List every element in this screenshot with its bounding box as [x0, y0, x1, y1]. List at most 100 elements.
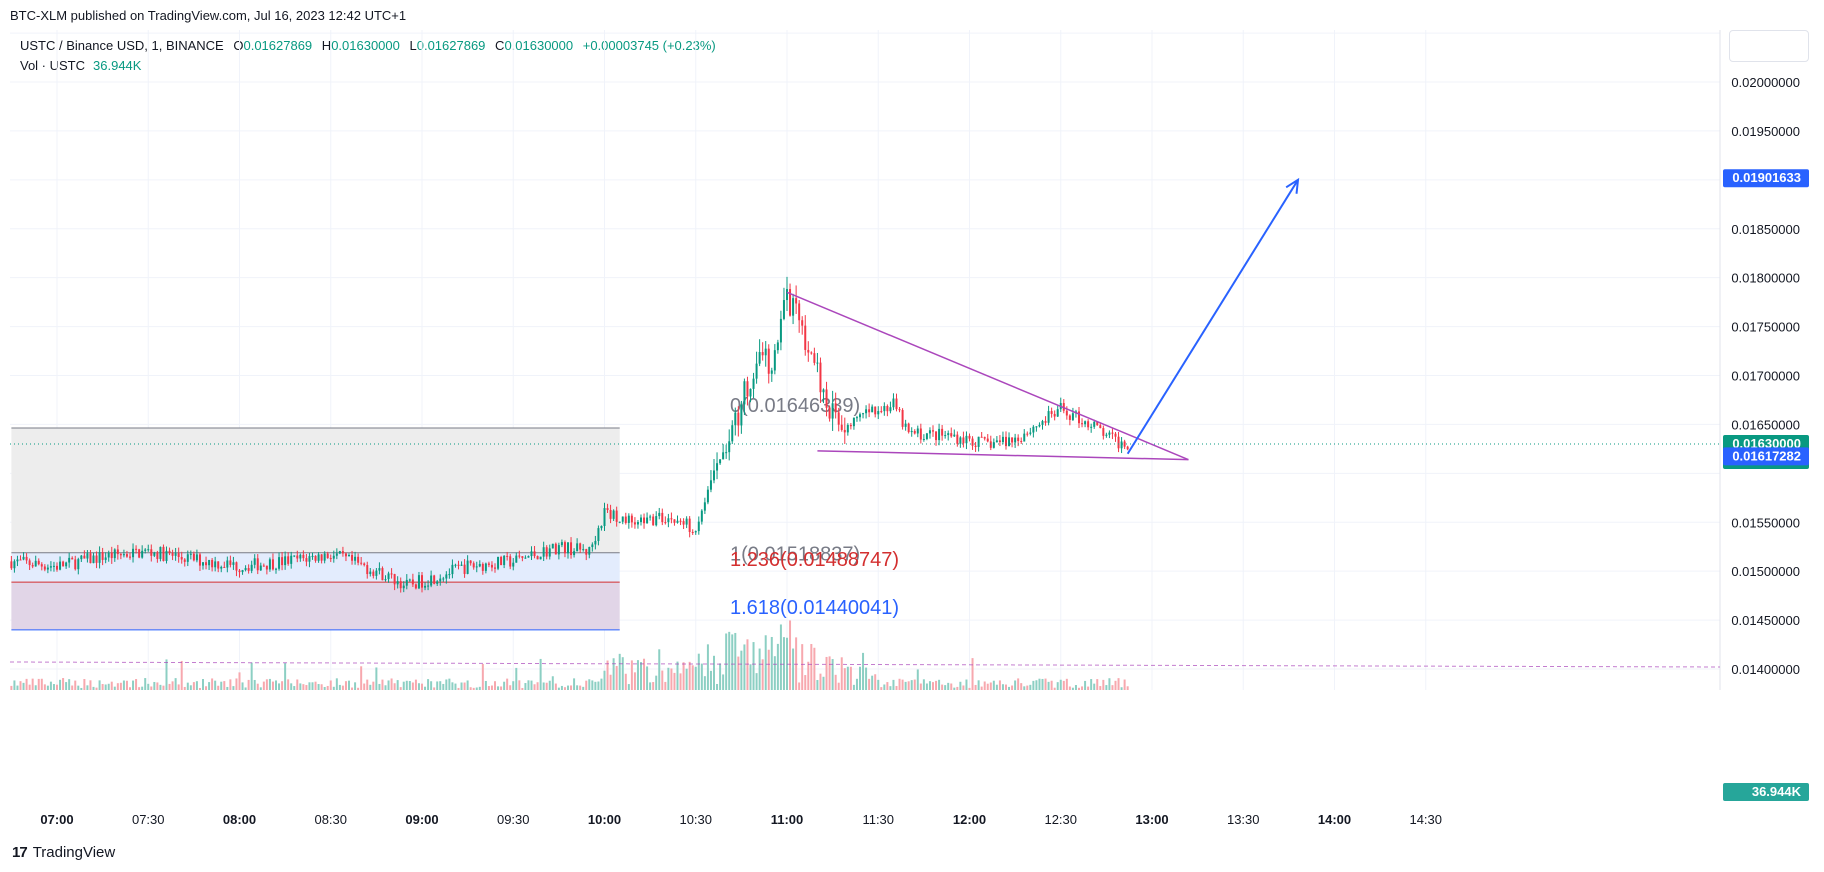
candle	[460, 564, 463, 566]
candle	[938, 428, 941, 441]
candle	[247, 568, 250, 571]
candle	[1008, 437, 1011, 447]
volume-bar	[229, 679, 232, 690]
volume-bar	[673, 672, 676, 690]
volume-bar	[281, 681, 284, 690]
candle	[104, 557, 107, 560]
candle	[661, 512, 664, 523]
candle	[901, 410, 904, 427]
volume-bar	[1053, 687, 1056, 690]
candle	[381, 568, 384, 581]
volume-bar	[764, 635, 767, 690]
candle	[348, 555, 350, 557]
candle	[868, 409, 871, 413]
candle	[1044, 421, 1047, 423]
candle	[402, 585, 405, 589]
volume-bar	[1056, 682, 1059, 690]
volume-bar	[68, 679, 71, 690]
volume-bar	[150, 686, 153, 690]
candle	[621, 516, 624, 522]
volume-bar	[935, 680, 938, 690]
candle	[308, 556, 311, 562]
candle	[913, 430, 916, 434]
candle	[1071, 413, 1074, 420]
volume-bar	[341, 685, 344, 690]
volume-bar	[646, 666, 649, 690]
volume-bar	[755, 673, 758, 690]
volume-bar	[813, 647, 816, 690]
price-badge	[1723, 447, 1809, 466]
volume-bar	[545, 682, 548, 690]
volume-bar	[886, 682, 889, 690]
candle	[837, 412, 840, 425]
candle	[630, 515, 633, 523]
candle	[859, 414, 861, 418]
volume-bar	[703, 676, 706, 690]
volume-label[interactable]: Vol · USTC	[20, 58, 86, 73]
scale-settings-box[interactable]	[1729, 30, 1809, 62]
candle	[165, 550, 168, 561]
candle	[323, 553, 326, 561]
candle	[229, 560, 232, 565]
volume-bar	[640, 662, 642, 690]
volume-bar	[1011, 685, 1014, 690]
candle	[62, 561, 65, 567]
volume-bar	[554, 683, 557, 690]
volume-bar	[1035, 680, 1038, 690]
volume-bar	[275, 680, 277, 690]
volume-bar	[223, 681, 226, 690]
volume-bar	[694, 666, 697, 690]
volume-bar	[649, 682, 652, 690]
volume-bar	[1108, 678, 1111, 690]
candle	[944, 435, 947, 437]
volume-bar	[688, 661, 691, 690]
candle	[497, 556, 500, 569]
footer-brand[interactable]: 17 TradingView	[12, 844, 115, 861]
volume-bar	[953, 687, 956, 690]
candle	[1011, 437, 1014, 443]
candle	[932, 430, 934, 432]
volume-bar	[567, 685, 569, 690]
volume-bar	[98, 680, 101, 690]
volume-bar	[989, 682, 992, 690]
volume-bar	[180, 660, 183, 690]
volume-bar	[798, 682, 801, 690]
price-badge-text: 36.944K	[1752, 784, 1802, 799]
candle	[326, 553, 329, 559]
candle	[740, 404, 743, 426]
symbol-name[interactable]: USTC / Binance USD, 1, BINANCE	[20, 38, 224, 53]
volume-bar	[28, 684, 31, 690]
candle	[1114, 433, 1117, 437]
x-tick-label: 14:30	[1409, 812, 1442, 827]
candle	[597, 528, 600, 541]
volume-bar	[697, 653, 700, 690]
candle	[548, 548, 551, 557]
candle	[430, 575, 433, 586]
volume-bar	[335, 678, 338, 690]
candle	[31, 565, 34, 567]
volume-bar	[147, 683, 150, 690]
candle	[49, 566, 52, 568]
volume-bar	[104, 684, 107, 690]
volume-bar	[932, 682, 934, 690]
candle	[37, 560, 40, 565]
candle	[700, 510, 703, 522]
candle	[974, 445, 977, 447]
candle	[235, 562, 238, 571]
candle	[962, 437, 965, 444]
candle	[95, 555, 98, 563]
candle	[384, 579, 387, 581]
volume-bar	[904, 681, 907, 690]
candle	[25, 556, 28, 561]
volume-bar	[995, 684, 998, 690]
candle	[655, 516, 658, 526]
volume-bar	[442, 683, 445, 690]
close-value: 0.01630000	[504, 38, 574, 53]
open-label: O	[233, 38, 244, 53]
candle	[244, 568, 247, 571]
y-tick-label: 0.01750000	[1731, 320, 1800, 335]
volume-bar	[898, 678, 901, 690]
candle	[500, 556, 503, 566]
candle	[156, 552, 159, 559]
